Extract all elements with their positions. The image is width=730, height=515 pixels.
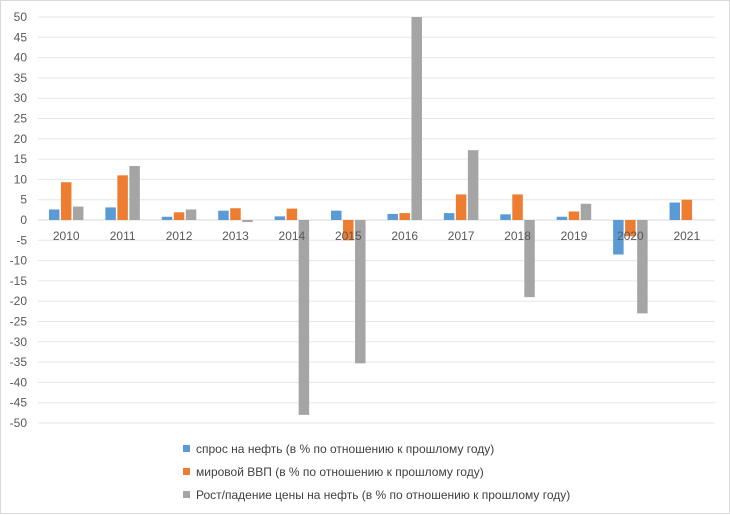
y-tick-label: -30	[10, 335, 28, 349]
legend-swatch-price	[183, 491, 190, 498]
bar-series-2-2016	[399, 213, 410, 220]
bar-series-1-2020	[613, 220, 624, 255]
bar-series-2-2018	[512, 194, 523, 220]
y-tick-label: 30	[14, 91, 28, 105]
bar-series-1-2010	[48, 209, 60, 220]
x-tick-label: 2011	[110, 229, 136, 243]
bar-series-1-2011	[105, 207, 116, 220]
y-tick-label: -20	[10, 294, 28, 308]
x-tick-label: 2021	[673, 229, 700, 243]
y-tick-label: 5	[20, 193, 27, 207]
bar-series-2-2012	[173, 212, 185, 220]
bar-series-3-2013	[242, 220, 253, 223]
legend-label-price: Рост/падение цены на нефть (в % по отнош…	[196, 487, 571, 502]
x-tick-label: 2020	[617, 229, 644, 243]
bar-series-3-2016	[411, 17, 422, 220]
y-tick-label: -15	[10, 274, 28, 288]
bar-series-2-2011	[117, 175, 128, 220]
legend: спрос на нефть (в % по отношению к прошл…	[183, 437, 570, 506]
bar-series-3-2010	[72, 206, 84, 220]
legend-item-gdp: мировой ВВП (в % по отношению к прошлому…	[183, 460, 570, 483]
bar-series-1-2017	[443, 213, 455, 220]
bar-series-3-2020	[637, 220, 648, 314]
bar-series-3-2018	[524, 220, 535, 298]
bars	[48, 17, 693, 415]
bar-series-3-2011	[129, 166, 140, 220]
y-tick-label: -5	[16, 233, 27, 247]
bar-series-2-2010	[60, 182, 72, 220]
bar-series-3-2019	[580, 203, 592, 220]
y-tick-label: 10	[14, 172, 28, 186]
y-tick-label: -10	[10, 254, 28, 268]
bar-series-2-2014	[286, 208, 298, 220]
bar-series-2-2019	[568, 211, 580, 220]
bar-series-1-2019	[556, 216, 568, 220]
bar-series-1-2014	[274, 216, 286, 220]
y-tick-label: -35	[10, 355, 28, 369]
y-tick-label: -45	[10, 396, 28, 410]
bar-series-1-2021	[669, 202, 681, 220]
y-tick-label: -50	[10, 416, 28, 430]
y-tick-label: 25	[14, 112, 28, 126]
y-tick-label: 15	[14, 152, 28, 166]
legend-item-demand: спрос на нефть (в % по отношению к прошл…	[183, 437, 570, 460]
x-tick-label: 2014	[279, 229, 306, 243]
bar-series-3-2014	[298, 220, 310, 415]
bar-series-1-2013	[218, 210, 229, 220]
y-tick-label: 40	[14, 51, 28, 65]
legend-item-price: Рост/падение цены на нефть (в % по отнош…	[183, 483, 570, 506]
bar-series-1-2012	[161, 216, 173, 220]
bar-series-1-2016	[387, 213, 398, 220]
gridlines	[38, 16, 715, 424]
bar-series-3-2012	[185, 209, 197, 220]
y-tick-label: -25	[10, 315, 28, 329]
bar-series-3-2015	[355, 220, 366, 364]
bar-series-2-2020	[625, 220, 636, 237]
bar-series-2-2013	[230, 208, 241, 220]
bar-series-1-2018	[500, 214, 511, 220]
x-tick-label: 2017	[448, 229, 475, 243]
legend-swatch-gdp	[183, 468, 190, 475]
x-tick-label: 2012	[166, 229, 193, 243]
x-tick-label: 2010	[53, 229, 80, 243]
y-tick-label: -40	[10, 375, 28, 389]
legend-label-demand: спрос на нефть (в % по отношению к прошл…	[196, 441, 495, 456]
x-tick-label: 2016	[391, 229, 418, 243]
legend-swatch-demand	[183, 445, 190, 452]
bar-series-3-2017	[467, 150, 479, 220]
y-tick-label: 35	[14, 71, 28, 85]
x-tick-label: 2013	[222, 229, 249, 243]
x-axis: 2010 2011 2012 2013 2014 2015 2016 2017 2018 2019…	[53, 229, 701, 243]
x-tick-label: 2018	[504, 229, 531, 243]
x-tick-label: 2019	[561, 229, 588, 243]
bar-series-2-2017	[455, 194, 467, 220]
bar-series-1-2015	[331, 210, 342, 220]
legend-label-gdp: мировой ВВП (в % по отношению к прошлому…	[196, 464, 484, 479]
y-tick-label: 45	[14, 30, 28, 44]
x-tick-label: 2015	[335, 229, 362, 243]
y-axis: 50454035302520151050-5-10-15-20-25-30-35…	[10, 10, 28, 430]
y-tick-label: 20	[14, 132, 28, 146]
y-tick-label: 0	[20, 213, 27, 227]
bar-series-2-2015	[343, 220, 354, 241]
bar-series-2-2021	[681, 199, 693, 220]
y-tick-label: 50	[14, 10, 28, 24]
